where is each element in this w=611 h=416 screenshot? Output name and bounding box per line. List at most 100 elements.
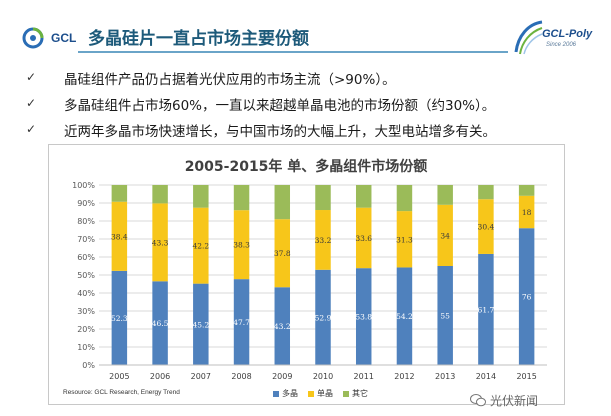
data-label: 18 [522,208,532,217]
legend-item-other: 其它 [343,388,368,399]
bar-segment-mono [193,207,209,284]
bar-segment-poly [396,267,413,365]
check-icon: ✓ [26,96,37,110]
legend-swatch-mono [308,390,314,397]
data-label: 61.7 [478,305,495,314]
header-divider [78,51,508,53]
legend-swatch-other [343,390,349,397]
axes: 0% 10% 20% 30% 40% 50% 60% 70% 80% 90% 100% 2005 200… [72,181,547,381]
legend-item-mono: 单晶 [308,388,333,399]
check-icon: ✓ [26,122,37,136]
chart-plot: 2005-2015年 单、多晶组件市场份额 52.3 38.4 46.5 43.3 45… [72,158,547,381]
bar-segment-other [315,185,331,211]
gcl-logo-icon [22,27,44,49]
bar-segment-other [396,185,413,212]
legend-label-poly: 多晶 [282,389,298,398]
bar-segment-mono [152,203,168,282]
bar-segment-other [518,185,535,196]
watermark-text: 光伏新闻 [490,394,539,408]
watermark: 光伏新闻 [470,392,538,409]
data-label: 46.5 [152,319,169,328]
gcl-poly-since: Since 2006 [546,42,577,48]
x-tick-label: 2006 [150,372,170,381]
slide-title: 多晶硅片一直占市场主要份额 [88,29,309,49]
data-label: 33.2 [315,236,332,245]
bullet-item: ✓ 晶硅组件产品仍占据着光伏应用的市场主流（>90%）。 [26,68,606,94]
chart-legend: 多晶 单晶 其它 [273,388,368,399]
x-tick-label: 2011 [354,372,374,381]
data-label: 33.6 [355,234,372,243]
x-tick-label: 2009 [272,372,292,381]
bar-segment-poly [437,266,453,365]
y-tick-label: 40% [77,289,95,298]
x-tick-label: 2010 [313,372,333,381]
y-tick-label: 0% [82,361,95,370]
data-label: 34 [440,231,450,240]
wechat-icon [470,394,486,407]
x-tick-label: 2007 [191,372,211,381]
data-label: 52.9 [315,313,332,322]
bar-segment-poly [193,283,209,365]
bar-segment-other [355,185,372,208]
data-label: 52.3 [111,314,128,323]
y-tick-label: 80% [77,217,95,226]
data-label: 42.2 [192,242,209,251]
bar-segment-mono [478,199,494,254]
bar-segment-mono [355,207,372,269]
x-tick-label: 2013 [435,372,455,381]
bar-segment-poly [355,268,372,365]
legend-label-other: 其它 [352,389,368,398]
bullet-list: ✓ 晶硅组件产品仍占据着光伏应用的市场主流（>90%）。 ✓ 多晶硅组件占市场6… [26,68,606,146]
data-label: 55 [440,312,450,321]
y-tick-label: 20% [77,325,95,334]
y-tick-label: 30% [77,307,95,316]
chart-title: 2005-2015年 单、多晶组件市场份额 [185,158,428,175]
legend-label-mono: 单晶 [317,389,333,398]
market-share-chart: 2005-2015年 单、多晶组件市场份额 52.3 38.4 46.5 43.3 45… [48,144,565,405]
gcl-logo-text: GCL [51,31,77,45]
bar-segment-poly [111,270,128,365]
y-tick-label: 70% [77,235,95,244]
bar-segment-other [437,185,453,205]
data-label: 45.2 [192,320,209,329]
slide-header: GCL 多晶硅片一直占市场主要份额 GCL-Poly Since 2006 [0,0,611,60]
bar-segment-poly [315,269,331,365]
bar-segment-poly [518,228,535,365]
bar-segment-mono [315,210,331,270]
bullet-text: 近两年多晶市场快速增长，与中国市场的大幅上升，大型电站增多有关。 [64,124,496,140]
bar-segment-other [152,185,168,204]
bar-segment-other [478,185,494,200]
data-label: 43.2 [274,322,291,331]
x-tick-label: 2012 [394,372,414,381]
x-tick-label: 2015 [516,372,536,381]
legend-swatch-poly [273,390,279,397]
gcl-logo: GCL [22,27,76,49]
gcl-poly-swoosh-icon [514,20,543,55]
bar-segment-other [274,185,291,220]
y-tick-label: 50% [77,271,95,280]
bar-segment-mono [274,219,291,288]
data-label: 76 [522,293,532,302]
bar-segment-mono [518,195,535,229]
bar-segment-other [193,185,209,208]
bar-segment-mono [396,211,413,268]
data-label: 43.3 [152,238,169,247]
x-tick-label: 2014 [476,372,496,381]
bars: 52.3 38.4 46.5 43.3 45.2 42.2 47.7 38.3 43.2 37.8… [111,185,535,365]
data-label: 31.3 [396,235,413,244]
data-label: 47.7 [233,318,250,327]
bar-segment-other [233,185,250,211]
y-tick-label: 60% [77,253,95,262]
check-icon: ✓ [26,70,37,84]
bar-segment-mono [111,201,128,271]
data-label: 53.8 [355,313,372,322]
bullet-text: 多晶硅组件占市场60%，一直以来超越单晶电池的市场份额（约30%）。 [64,98,496,114]
y-tick-label: 100% [72,181,95,190]
chart-source: Resource: GCL Research, Energy Trend [63,389,180,396]
legend-item-poly: 多晶 [273,388,298,399]
bar-segment-poly [152,281,168,365]
x-tick-label: 2005 [109,372,129,381]
y-tick-label: 10% [77,343,95,352]
x-tick-label: 2008 [231,372,251,381]
gcl-poly-name: GCL-Poly [542,28,593,40]
